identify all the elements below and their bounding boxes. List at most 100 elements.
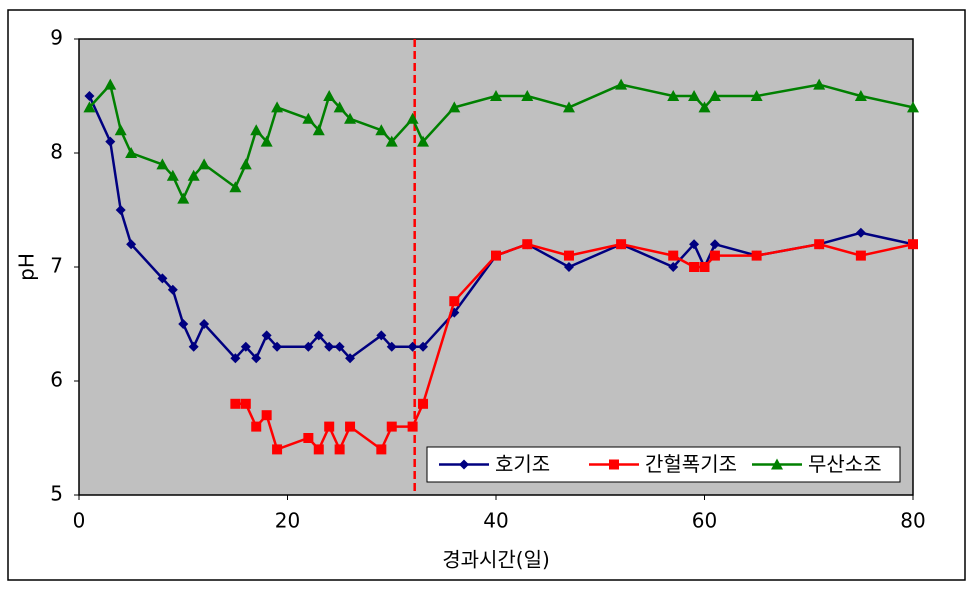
y-tick-label: 5 <box>50 482 63 506</box>
marker <box>813 78 826 90</box>
marker <box>449 296 460 307</box>
marker <box>334 444 345 455</box>
y-tick-label: 7 <box>50 254 63 278</box>
marker <box>167 284 178 295</box>
marker <box>688 90 701 101</box>
marker <box>261 410 272 421</box>
marker <box>708 90 721 101</box>
marker <box>345 353 356 364</box>
marker <box>114 124 127 136</box>
marker <box>125 147 138 158</box>
x-tick-label: 60 <box>692 509 717 533</box>
marker <box>260 135 273 147</box>
y-tick-label: 6 <box>50 368 63 392</box>
x-tick-label: 20 <box>275 509 300 533</box>
marker <box>521 90 534 101</box>
legend-box <box>426 446 901 483</box>
marker <box>344 112 357 124</box>
marker <box>313 444 324 455</box>
marker <box>855 227 866 238</box>
marker <box>689 239 700 250</box>
marker <box>251 353 262 364</box>
marker <box>459 459 469 470</box>
marker <box>251 421 262 432</box>
x-axis-label: 경과시간(일) <box>442 548 550 572</box>
marker <box>324 341 335 352</box>
marker <box>302 112 315 124</box>
legend-label: 무산소조 <box>808 452 882 476</box>
marker <box>417 135 430 147</box>
marker <box>187 169 200 181</box>
marker <box>199 319 210 329</box>
marker <box>333 101 346 113</box>
marker <box>615 78 628 90</box>
marker <box>178 319 189 329</box>
marker <box>104 78 117 90</box>
marker <box>418 398 429 409</box>
marker <box>406 112 419 124</box>
marker <box>418 341 429 352</box>
marker <box>709 239 720 250</box>
marker <box>667 90 680 101</box>
marker <box>126 239 137 250</box>
marker <box>272 341 283 352</box>
marker <box>303 433 314 443</box>
marker <box>83 101 96 113</box>
marker <box>699 262 710 272</box>
marker <box>230 353 241 364</box>
legend-label: 간헐폭기조 <box>645 452 737 476</box>
marker <box>490 90 502 101</box>
marker <box>115 205 126 215</box>
marker <box>750 90 763 101</box>
marker <box>334 341 345 352</box>
marker <box>84 91 95 101</box>
marker <box>312 124 325 136</box>
marker <box>261 330 272 341</box>
y-tick-label: 9 <box>50 26 63 50</box>
marker <box>240 398 251 409</box>
marker <box>271 101 284 113</box>
marker <box>386 341 397 352</box>
marker <box>324 421 335 432</box>
marker <box>751 250 762 261</box>
marker <box>522 239 533 250</box>
marker <box>698 101 711 113</box>
marker <box>616 239 627 250</box>
x-tick-label: 0 <box>73 509 86 533</box>
marker <box>345 421 356 432</box>
marker <box>157 273 168 284</box>
marker <box>609 459 619 470</box>
marker <box>562 101 575 113</box>
marker <box>908 239 918 250</box>
marker <box>188 341 199 352</box>
marker <box>239 158 252 170</box>
marker <box>198 158 211 170</box>
series-line <box>88 95 914 361</box>
marker <box>689 262 700 272</box>
marker <box>668 262 679 272</box>
marker <box>156 158 169 170</box>
marker <box>376 330 387 341</box>
marker <box>105 136 116 147</box>
marker <box>771 458 783 470</box>
x-tick-label: 40 <box>483 509 508 533</box>
marker <box>376 444 387 455</box>
marker <box>907 101 919 113</box>
marker <box>563 262 574 272</box>
marker <box>323 90 336 101</box>
marker <box>448 101 461 113</box>
marker <box>668 250 679 261</box>
legend-label: 호기조 <box>495 452 550 476</box>
marker <box>313 330 324 341</box>
marker <box>272 444 283 455</box>
marker <box>407 341 418 352</box>
marker <box>709 250 720 261</box>
plot-area <box>78 38 914 496</box>
marker <box>385 135 398 147</box>
marker <box>855 250 866 261</box>
marker <box>386 421 397 432</box>
marker <box>375 124 388 136</box>
marker <box>854 90 867 101</box>
marker <box>166 169 179 181</box>
